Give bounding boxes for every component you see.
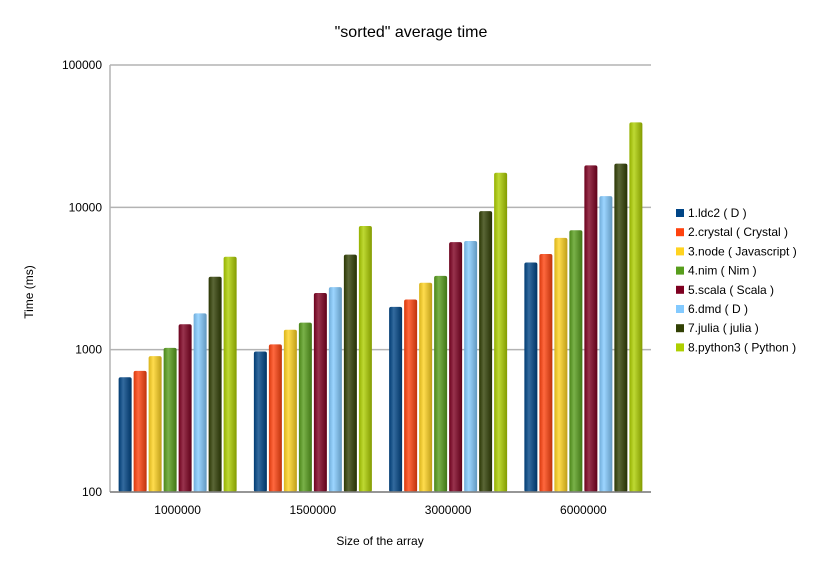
y-tick-label: 100 <box>82 485 102 499</box>
x-tick-label: 3000000 <box>425 503 472 517</box>
bar <box>358 225 372 492</box>
legend-label: 2.crystal ( Crystal ) <box>688 225 788 239</box>
bar <box>118 377 132 492</box>
y-ticks: 100 1000 10000 100000 <box>62 58 102 499</box>
bar <box>298 322 312 492</box>
legend-swatch <box>676 343 684 352</box>
bar <box>599 196 613 492</box>
legend-swatch <box>676 305 684 313</box>
legend-swatch <box>676 247 684 256</box>
legend-label: 8.python3 ( Python ) <box>688 340 796 354</box>
bar <box>614 163 628 492</box>
bar <box>148 356 162 492</box>
bar <box>569 230 583 492</box>
bar <box>539 254 553 492</box>
bar <box>554 237 568 492</box>
legend-label: 3.node ( Javascript ) <box>688 244 797 258</box>
legend-swatch <box>676 285 684 294</box>
bar <box>584 165 598 493</box>
x-tick-label: 1000000 <box>154 503 201 517</box>
bar <box>268 344 282 492</box>
bar <box>404 299 418 492</box>
legend-swatch <box>676 266 684 275</box>
legend-label: 6.dmd ( D ) <box>688 302 748 316</box>
bar <box>629 122 643 493</box>
bar <box>283 329 297 492</box>
legend-swatch <box>676 324 684 333</box>
x-tick-label: 1500000 <box>290 503 337 517</box>
bar <box>343 254 357 492</box>
y-axis-label: Time (ms) <box>22 265 36 319</box>
x-axis-label: Size of the array <box>336 534 423 548</box>
y-tick-label: 100000 <box>62 58 102 72</box>
legend-swatch <box>676 209 684 217</box>
legend-swatch <box>676 228 684 237</box>
legend-label: 1.ldc2 ( D ) <box>688 206 747 220</box>
bar <box>464 241 478 492</box>
bar <box>524 262 538 492</box>
x-ticks: 1000000 1500000 3000000 6000000 <box>154 503 607 517</box>
bars <box>118 122 643 493</box>
bar <box>163 347 177 492</box>
legend-label: 7.julia ( julia ) <box>688 321 759 335</box>
y-tick-label: 10000 <box>69 200 103 214</box>
chart-title: "sorted" average time <box>335 24 488 41</box>
bar <box>449 242 463 492</box>
bar <box>434 275 448 492</box>
bar <box>223 256 237 492</box>
axes <box>109 65 651 493</box>
bar <box>133 370 147 492</box>
bar <box>253 351 267 492</box>
bar <box>208 276 222 492</box>
bar <box>419 282 433 492</box>
bar <box>193 313 207 492</box>
legend-label: 4.nim ( Nim ) <box>688 264 757 278</box>
legend: 1.ldc2 ( D ) 2.crystal ( Crystal ) 3.node … <box>676 206 797 354</box>
bar <box>178 324 192 492</box>
y-tick-label: 1000 <box>75 343 102 357</box>
bar <box>479 211 493 492</box>
legend-label: 5.scala ( Scala ) <box>688 283 774 297</box>
bar <box>494 172 508 493</box>
bar <box>313 293 327 492</box>
x-tick-label: 6000000 <box>560 503 607 517</box>
bar <box>389 306 403 492</box>
bar <box>328 287 342 492</box>
